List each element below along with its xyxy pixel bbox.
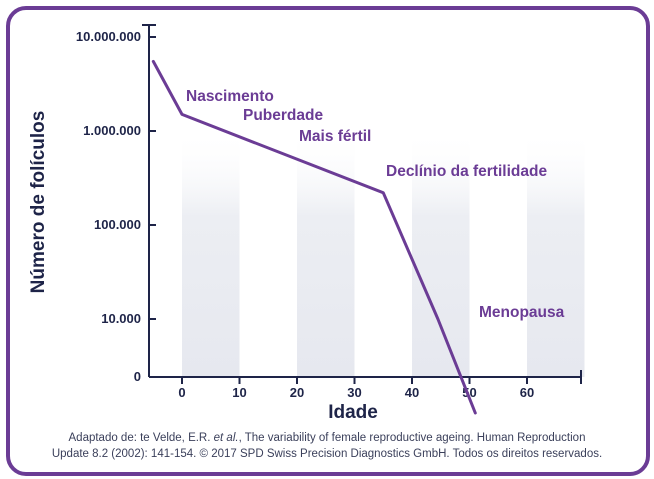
series-line-0 bbox=[151, 59, 477, 415]
y-tick-label-2: 100.000 bbox=[94, 217, 141, 232]
x-tick-label-20: 20 bbox=[290, 385, 304, 400]
x-tick-label-60: 60 bbox=[520, 385, 534, 400]
age-band-3 bbox=[527, 130, 585, 377]
caption-line-1: Adaptado de: te Velde, E.R. et al., The … bbox=[30, 430, 624, 446]
caption-line1-suffix: , The variability of female reproductive… bbox=[238, 432, 586, 444]
y-tick-label-0: 10.000.000 bbox=[76, 29, 141, 44]
annotation-menopausa: Menopausa bbox=[479, 304, 565, 321]
y-tick-label-4: 0 bbox=[134, 369, 141, 384]
annotation-mais-fertil: Mais fértil bbox=[299, 128, 371, 145]
x-tick-label-40: 40 bbox=[405, 385, 419, 400]
caption-line-2: Update 8.2 (2002): 141-154. © 2017 SPD S… bbox=[51, 448, 603, 460]
y-axis-title: Número de folículos bbox=[28, 111, 49, 294]
annotation-declinio: Declínio da fertilidade bbox=[386, 163, 547, 180]
x-axis-title: Idade bbox=[328, 402, 378, 423]
age-band-0 bbox=[182, 130, 240, 377]
source-caption: Adaptado de: te Velde, E.R. et al., The … bbox=[30, 430, 624, 462]
x-tick-label-30: 30 bbox=[347, 385, 361, 400]
y-tick-label-3: 10.000 bbox=[101, 311, 141, 326]
x-tick-label-0: 0 bbox=[178, 385, 185, 400]
caption-line1-prefix: Adaptado de: te Velde, E.R. bbox=[68, 432, 214, 444]
x-tick-label-10: 10 bbox=[232, 385, 246, 400]
y-tick-label-1: 1.000.000 bbox=[83, 123, 141, 138]
caption-line1-italic: et al. bbox=[213, 432, 239, 444]
age-band-2 bbox=[412, 130, 470, 377]
annotation-nascimento: Nascimento bbox=[186, 88, 274, 105]
age-band-1 bbox=[297, 130, 355, 377]
annotation-puberdade: Puberdade bbox=[243, 107, 323, 124]
